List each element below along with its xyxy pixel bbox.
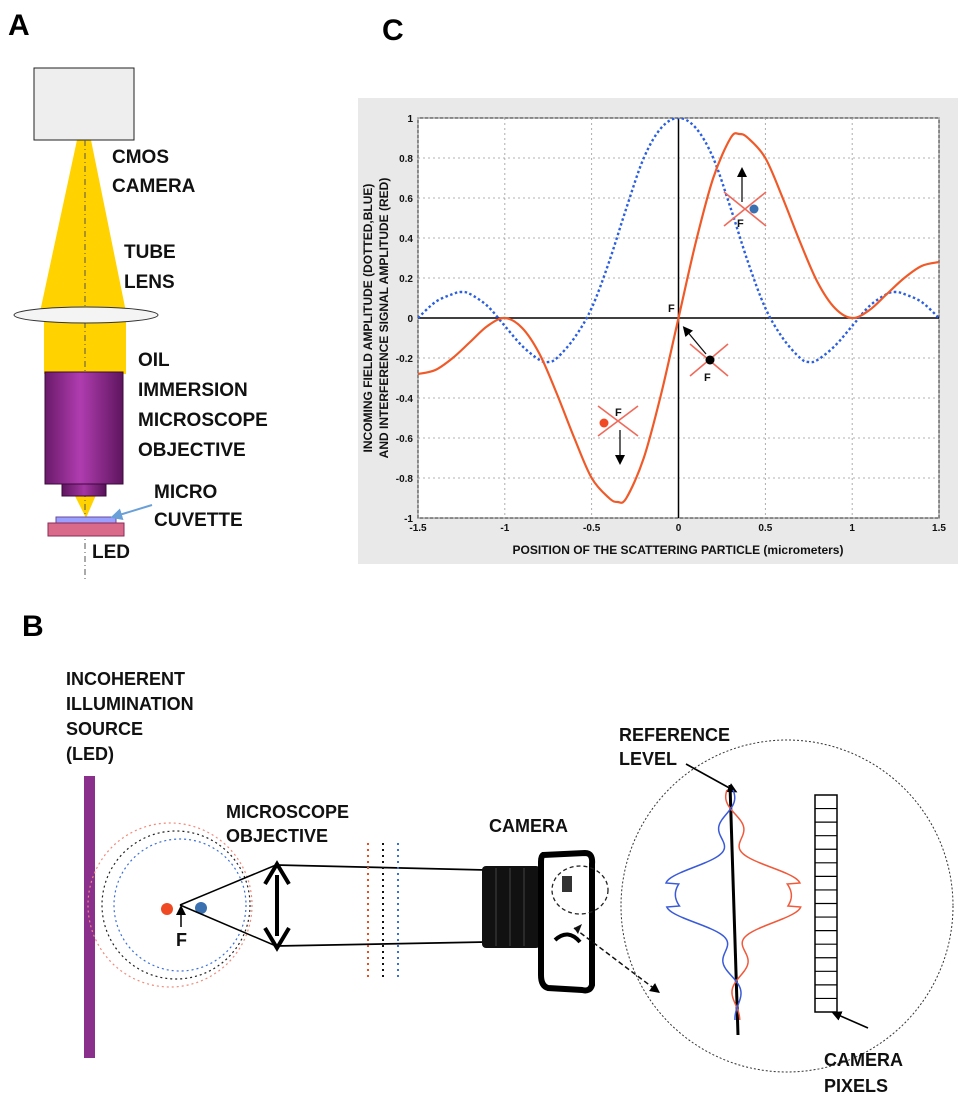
- y-tick-label: 0.8: [399, 154, 413, 165]
- reference-label-2: LEVEL: [619, 749, 677, 769]
- objective-label-b-2: OBJECTIVE: [226, 826, 328, 846]
- focus-label-lower: F: [615, 407, 622, 419]
- x-tick-label: 0: [676, 523, 682, 534]
- objective-lens-arrowhead-bottom: [263, 926, 291, 952]
- y-tick-label: 0: [407, 314, 413, 325]
- y-tick-label: -0.6: [396, 434, 414, 445]
- y-tick-label: 0.2: [399, 274, 413, 285]
- ray-upper: [179, 864, 277, 906]
- panel-label-b: B: [22, 610, 44, 643]
- wavefront-blue: [113, 838, 247, 972]
- objective-label-3: MICROSCOPE: [138, 410, 268, 431]
- y-tick-label: 0.6: [399, 194, 413, 205]
- sensor-zoom-ellipse: [551, 865, 609, 915]
- camera-label-b: CAMERA: [489, 816, 568, 836]
- chart-ticks: -1.5 -1 -0.5 0 0.5 1 1.5-1-0.8-0.6-0.4-0.200.2…: [396, 114, 947, 534]
- y-tick-label: -0.8: [396, 474, 414, 485]
- x-tick-label: 1: [849, 523, 855, 534]
- pixels-label-2: PIXELS: [824, 1076, 888, 1096]
- focus-label-b: F: [176, 930, 187, 950]
- cmos-camera-box: [33, 67, 135, 141]
- source-label-1: INCOHERENT: [66, 669, 185, 689]
- tube-lens-label-1: TUBE: [124, 242, 176, 263]
- y-tick-label: 1: [407, 114, 413, 125]
- chart-series: [418, 118, 939, 504]
- cuvette-arrow: [110, 504, 153, 520]
- y-tick-label: -1: [404, 514, 413, 525]
- led-source-bar: [84, 776, 95, 1058]
- objective-lens-arrowhead-top: [263, 860, 291, 886]
- x-tick-label: -1: [500, 523, 509, 534]
- y-tick-label: 0.4: [399, 234, 413, 245]
- objective-label-1: OIL: [138, 350, 170, 371]
- wavefront-black: [101, 830, 251, 980]
- x-axis-label: POSITION OF THE SCATTERING PARTICLE (mic…: [513, 543, 844, 557]
- pixels-label-1: CAMERA: [824, 1050, 903, 1070]
- source-label-4: (LED): [66, 744, 114, 764]
- micro-cuvette: [55, 516, 117, 524]
- reference-label-1: REFERENCE: [619, 725, 730, 745]
- y-tick-label: -0.2: [396, 354, 414, 365]
- objective-label-4: OBJECTIVE: [138, 440, 246, 461]
- camera-body: [538, 849, 596, 994]
- zoom-detail-circle: [620, 739, 954, 1073]
- tube-lens-label-2: LENS: [124, 272, 175, 293]
- source-label-2: ILLUMINATION: [66, 694, 194, 714]
- objective-label-2: IMMERSION: [138, 380, 248, 401]
- cmos-camera-label-2: CAMERA: [112, 176, 196, 197]
- particle-red: [161, 903, 173, 915]
- particle-marker-lower-left: F: [597, 405, 639, 465]
- led-plate: [47, 522, 125, 537]
- focus-label-upper: F: [737, 218, 744, 230]
- reference-arrow: [685, 763, 738, 793]
- y-tick-label: -0.4: [396, 394, 414, 405]
- panel-b-schematic: INCOHERENT ILLUMINATION SOURCE (LED) F M…: [66, 669, 954, 1096]
- camera-pixel-column: [814, 794, 838, 1013]
- source-label-3: SOURCE: [66, 719, 143, 739]
- tube-lens: [13, 306, 159, 324]
- particle-marker-upper-right: F: [723, 167, 767, 230]
- led-label: LED: [92, 542, 130, 563]
- chart-focus-label-origin: F: [668, 303, 675, 315]
- y-axis-label-1: INCOMING FIELD AMPLITUDE (DOTTED,BLUE): [361, 184, 375, 453]
- focus-label-center: F: [704, 372, 711, 384]
- cuvette-label-1: MICRO: [154, 482, 217, 503]
- particle-blue: [195, 902, 207, 914]
- panel-label-a: A: [8, 9, 30, 42]
- panel-a-microscope: CMOS CAMERA TUBE LENS OIL IMMERSION MICR…: [13, 67, 268, 580]
- objective-tip: [61, 483, 107, 497]
- ray-lower: [179, 904, 277, 947]
- panel-c-chart: -1.5 -1 -0.5 0 0.5 1 1.5-1-0.8-0.6-0.4-0.200.2…: [358, 98, 958, 564]
- cuvette-label-2: CUVETTE: [154, 510, 243, 531]
- x-tick-label: 1.5: [932, 523, 946, 534]
- zoom-arrow: [573, 927, 660, 994]
- x-tick-label: 0.5: [758, 523, 772, 534]
- cmos-camera-label-1: CMOS: [112, 147, 169, 168]
- pixels-arrow: [831, 1011, 869, 1029]
- y-axis-label-2: AND INTERFERENCE SIGNAL AMPLITUDE (RED): [377, 178, 391, 459]
- light-cone-upper: [40, 140, 126, 312]
- wavefront-red: [87, 822, 253, 988]
- panel-label-c: C: [382, 14, 404, 47]
- series-line-solid: [418, 132, 939, 504]
- x-tick-label: -0.5: [583, 523, 601, 534]
- objective-label-b-1: MICROSCOPE: [226, 802, 349, 822]
- beam-upper: [275, 864, 487, 871]
- reference-level-line: [728, 784, 740, 1036]
- interference-wave-blue: [664, 789, 742, 1021]
- x-tick-label: -1.5: [409, 523, 427, 534]
- particle-marker-center: F: [682, 326, 729, 384]
- camera-lens-barrel: [482, 866, 540, 948]
- objective-body: [44, 371, 124, 485]
- beam-lower: [275, 941, 487, 947]
